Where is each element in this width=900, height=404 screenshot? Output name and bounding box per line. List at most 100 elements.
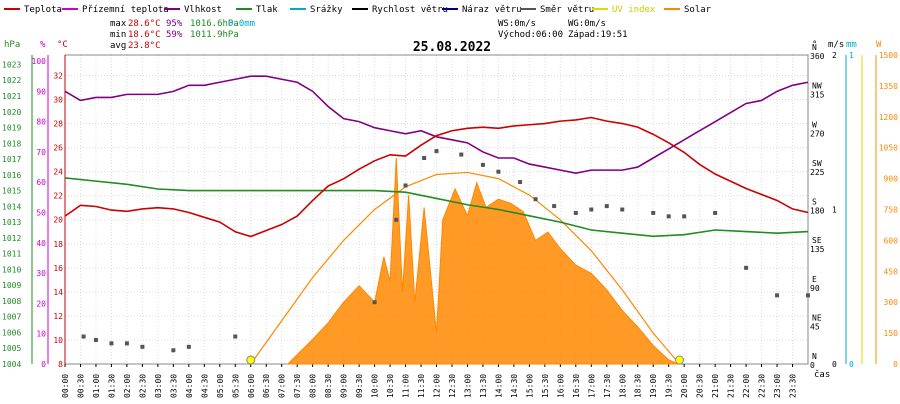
tick-deg: 315 xyxy=(810,91,825,100)
wind-direction-point xyxy=(620,207,625,212)
tick-hpa: 1023 xyxy=(2,60,21,69)
tick-hpa: 1007 xyxy=(2,313,21,322)
tick-x: 09:00 xyxy=(340,374,349,398)
series-humidity xyxy=(64,75,809,174)
wind-direction-point xyxy=(140,344,145,349)
tick-dir: NW xyxy=(812,82,822,91)
tick-x: 08:30 xyxy=(324,374,333,398)
wind-direction-point xyxy=(434,149,439,154)
tick-x: 19:00 xyxy=(649,374,658,398)
tick-x: 13:30 xyxy=(479,374,488,398)
wind-direction-point xyxy=(806,293,810,298)
info-sunrise: Východ:06:00 xyxy=(498,30,563,40)
wind-direction-point xyxy=(81,334,86,339)
unit-temp: °C xyxy=(57,40,68,50)
wind-direction-point xyxy=(604,204,609,209)
tick-deg: 0 xyxy=(810,361,815,370)
tick-dir: NE xyxy=(812,313,822,322)
sun-marker xyxy=(246,355,256,365)
tick-pct: 50 xyxy=(36,209,46,218)
unit-hpa: hPa xyxy=(4,40,20,50)
unit-ms: m/s xyxy=(828,40,844,50)
tick-dir: N xyxy=(812,43,817,52)
tick-dir: SE xyxy=(812,236,822,245)
tick-pct: 10 xyxy=(36,330,46,339)
legend-label: Rychlost větru xyxy=(372,5,448,15)
tick-x: 08:00 xyxy=(309,374,318,398)
legend-label: Směr větru xyxy=(540,5,594,15)
tick-temp: 20 xyxy=(53,216,63,225)
tick-x: 20:00 xyxy=(680,374,689,398)
tick-w: 1200 xyxy=(879,113,898,122)
wind-direction-point xyxy=(666,214,671,219)
tick-w: 750 xyxy=(884,206,899,215)
stat-min-temp: 18.6°C xyxy=(128,30,161,40)
tick-hpa: 1017 xyxy=(2,155,21,164)
tick-temp: 24 xyxy=(53,168,63,177)
tick-x: 04:30 xyxy=(200,374,209,398)
stat-min-hum: 59% xyxy=(166,30,183,40)
wind-direction-point xyxy=(372,300,377,305)
tick-x: 18:30 xyxy=(634,374,643,398)
wind-direction-point xyxy=(651,210,656,215)
stat-max-hum: 95% xyxy=(166,19,183,29)
wind-direction-point xyxy=(403,183,408,188)
tick-x: 23:00 xyxy=(773,374,782,398)
stat-min-press: 1011.9hPa xyxy=(190,30,239,40)
tick-x: 01:00 xyxy=(92,374,101,398)
tick-deg: 135 xyxy=(810,245,825,254)
tick-x: 06:00 xyxy=(247,374,256,398)
tick-temp: 22 xyxy=(53,192,63,201)
legend-label: Srážky xyxy=(310,5,343,15)
tick-temp: 14 xyxy=(53,288,63,297)
tick-w: 0 xyxy=(893,360,898,369)
tick-temp: 32 xyxy=(53,71,63,80)
tick-temp: 16 xyxy=(53,264,63,273)
tick-hpa: 1021 xyxy=(2,92,21,101)
tick-hpa: 1015 xyxy=(2,187,21,196)
info-wg: WG:0m/s xyxy=(568,19,606,29)
wind-direction-point xyxy=(233,334,238,339)
tick-hpa: 1008 xyxy=(2,297,21,306)
tick-x: 01:30 xyxy=(107,374,116,398)
tick-x: 12:30 xyxy=(448,374,457,398)
tick-w: 1350 xyxy=(879,82,898,91)
tick-hpa: 1018 xyxy=(2,139,21,148)
stats-panel: max 28.6°C 95% 1016.6hPa 0.0mm min 18.6°… xyxy=(110,19,255,51)
tick-x: 13:00 xyxy=(463,374,472,398)
tick-dir: E xyxy=(812,275,817,284)
tick-w: 450 xyxy=(884,267,899,276)
wind-direction-point xyxy=(422,156,427,160)
tick-w: 150 xyxy=(884,329,899,338)
tick-x: 22:30 xyxy=(758,374,767,398)
tick-hpa: 1014 xyxy=(2,202,21,211)
unit-w: W xyxy=(876,40,882,50)
info-panel: WS:0m/s WG:0m/s Východ:06:00 Západ:19:51 xyxy=(498,19,628,40)
wind-direction-point xyxy=(109,341,114,346)
tick-x: 16:00 xyxy=(556,374,565,398)
series-solar-theoretical xyxy=(250,171,680,365)
stat-avg-temp: 23.8°C xyxy=(128,41,161,51)
tick-x: 22:00 xyxy=(742,374,751,398)
tick-ms: 2 xyxy=(832,51,837,60)
legend-label: Teplota xyxy=(24,5,62,15)
sun-marker xyxy=(675,355,685,365)
tick-hpa: 1013 xyxy=(2,218,21,227)
tick-x: 10:30 xyxy=(386,374,395,398)
tick-x: 19:30 xyxy=(665,374,674,398)
tick-x: 16:30 xyxy=(572,374,581,398)
tick-deg: 90 xyxy=(810,284,820,293)
tick-x: 14:30 xyxy=(510,374,519,398)
tick-pct: 30 xyxy=(36,269,46,278)
stat-max-temp: 28.6°C xyxy=(128,19,161,29)
axis-units: hPa % °C ° m/s mm W čas xyxy=(4,40,882,380)
wind-direction-point xyxy=(124,341,129,346)
tick-temp: 8 xyxy=(58,360,63,369)
tick-pct: 40 xyxy=(36,239,46,248)
tick-pct: 60 xyxy=(36,178,46,187)
unit-time: čas xyxy=(814,369,830,380)
wind-direction-point xyxy=(573,210,578,215)
wind-direction-point xyxy=(496,169,501,174)
tick-deg: 360 xyxy=(810,52,825,61)
